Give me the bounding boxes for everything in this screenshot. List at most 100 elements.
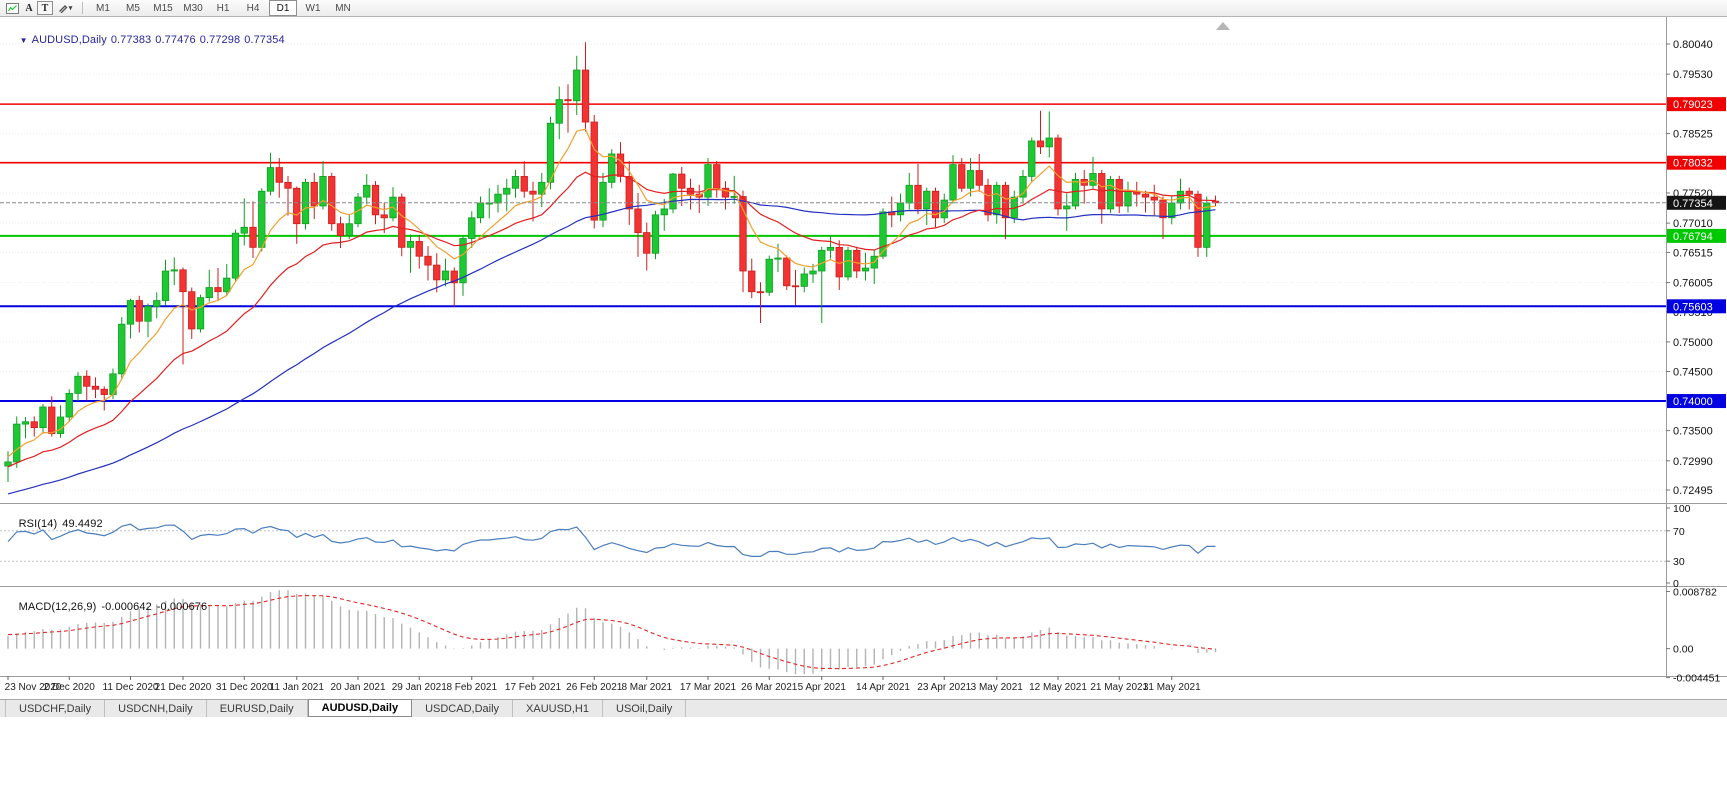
symbol-dropdown-icon[interactable]: ▼ (19, 36, 28, 45)
svg-text:12 May 2021: 12 May 2021 (1029, 682, 1087, 693)
svg-text:8 Feb 2021: 8 Feb 2021 (446, 682, 497, 693)
svg-text:0.76794: 0.76794 (1673, 231, 1713, 243)
svg-text:0.76515: 0.76515 (1673, 247, 1713, 259)
tab-usdcnh-daily[interactable]: USDCNH,Daily (105, 700, 207, 717)
svg-text:3 May 2021: 3 May 2021 (971, 682, 1024, 693)
svg-text:30: 30 (1673, 556, 1685, 568)
ohlc-high: 0.77476 (155, 34, 196, 46)
price-scale[interactable]: 0.800400.795300.785250.775200.770100.765… (1666, 39, 1726, 685)
ma-ema-21 (7, 171, 1216, 468)
timeframe-h4[interactable]: H4 (246, 2, 260, 14)
svg-text:17 Feb 2021: 17 Feb 2021 (505, 682, 562, 693)
svg-text:0.72990: 0.72990 (1673, 456, 1713, 468)
symbol-label: AUDUSD,Daily (31, 34, 107, 46)
svg-text:26 Mar 2021: 26 Mar 2021 (741, 682, 798, 693)
macd-panel (7, 590, 1217, 675)
price-badge (1667, 97, 1726, 112)
price-badge (1667, 155, 1726, 170)
timeframe-d1[interactable]: D1 (269, 0, 297, 16)
timeframe-h1[interactable]: H1 (216, 2, 230, 14)
svg-text:29 Jan 2021: 29 Jan 2021 (392, 682, 447, 693)
timeframe-m15[interactable]: M15 (153, 2, 173, 14)
chevron-down-icon: ▾ (68, 4, 73, 12)
timeframe-m1[interactable]: M1 (96, 2, 110, 14)
rsi-panel-header: RSI(14) 49.4492 (6, 506, 108, 542)
top-toolbar: A T ▾ M1 M5 M15 M30 H1 H4 D1 W1 MN (0, 0, 1727, 17)
svg-text:8 Mar 2021: 8 Mar 2021 (621, 682, 672, 693)
price-badge (1667, 299, 1726, 314)
svg-text:0.77354: 0.77354 (1673, 198, 1713, 210)
svg-text:0: 0 (1673, 578, 1679, 590)
chart-tabs-bar: USDCHF,Daily USDCNH,Daily EURUSD,Daily AUDU… (0, 699, 1727, 717)
ohlc-close: 0.77354 (244, 34, 285, 46)
rsi-line (7, 523, 1216, 558)
tab-usdchf-daily[interactable]: USDCHF,Daily (5, 700, 106, 717)
svg-text:0.75000: 0.75000 (1673, 337, 1713, 349)
ma-ema-8 (7, 128, 1216, 458)
chart-area: 0.80040 0.79530 0.78525 0.77520 0.77010 0.765… (0, 17, 1727, 699)
svg-text:70: 70 (1673, 526, 1685, 538)
macd-signal-line (7, 594, 1216, 670)
svg-text:0.72495: 0.72495 (1673, 485, 1713, 497)
level-lines[interactable] (0, 103, 1666, 403)
rsi-label: RSI(14) (18, 518, 58, 530)
svg-text:0.80040: 0.80040 (1673, 39, 1713, 51)
cursor-tool-button[interactable]: A (21, 1, 37, 15)
tab-xauusd-h1[interactable]: XAUUSD,H1 (513, 700, 603, 717)
svg-text:2 Dec 2020: 2 Dec 2020 (44, 682, 96, 693)
svg-text:23 Nov 2020: 23 Nov 2020 (5, 682, 62, 693)
svg-text:26 Feb 2021: 26 Feb 2021 (566, 682, 623, 693)
svg-text:0.74500: 0.74500 (1673, 366, 1713, 378)
ma-sma-50 (7, 198, 1216, 495)
rsi-value: 49.4492 (62, 518, 103, 530)
price-badge (1667, 228, 1726, 243)
candles-layer (4, 42, 1220, 483)
timeframe-w1[interactable]: W1 (305, 2, 321, 14)
svg-text:0.73500: 0.73500 (1673, 426, 1713, 438)
svg-text:11 Dec 2020: 11 Dec 2020 (103, 682, 159, 693)
timeframe-buttons: M1 M5 M15 M30 H1 H4 D1 W1 MN (88, 0, 358, 16)
tab-usdcad-daily[interactable]: USDCAD,Daily (412, 700, 514, 717)
svg-text:0.74000: 0.74000 (1673, 396, 1713, 408)
svg-text:21 May 2021: 21 May 2021 (1090, 682, 1148, 693)
svg-text:-0.004451: -0.004451 (1673, 673, 1720, 685)
svg-text:0.78525: 0.78525 (1673, 129, 1713, 141)
text-tool-button[interactable]: T (37, 1, 53, 15)
chart-window-icon[interactable] (4, 1, 21, 15)
svg-text:0.78032: 0.78032 (1673, 158, 1713, 170)
macd-panel-header: MACD(12,26,9) -0.000642 -0.000676 (6, 589, 212, 625)
svg-text:0.76005: 0.76005 (1673, 278, 1713, 290)
macd-label: MACD(12,26,9) (18, 601, 97, 613)
price-badge (1667, 195, 1726, 210)
svg-text:17 Mar 2021: 17 Mar 2021 (680, 682, 737, 693)
svg-text:0.79530: 0.79530 (1673, 69, 1713, 81)
svg-text:20 Jan 2021: 20 Jan 2021 (330, 682, 385, 693)
tab-audusd-daily[interactable]: AUDUSD,Daily (307, 699, 413, 717)
pencil-icon (58, 5, 68, 13)
chart-shift-marker[interactable] (1216, 22, 1230, 30)
svg-text:100: 100 (1673, 503, 1691, 515)
macd-main-value: -0.000642 (101, 601, 152, 613)
svg-text:0.00: 0.00 (1673, 644, 1694, 656)
svg-text:23 Apr 2021: 23 Apr 2021 (917, 682, 971, 693)
svg-text:0.75603: 0.75603 (1673, 301, 1713, 313)
ohlc-open: 0.77383 (110, 34, 152, 46)
chart-window-glyph (6, 2, 19, 14)
macd-signal-value: -0.000676 (156, 601, 208, 613)
tab-usoil-daily[interactable]: USOil,Daily (603, 700, 687, 717)
tab-eurusd-daily[interactable]: EURUSD,Daily (207, 700, 308, 717)
ohlc-low: 0.77298 (199, 34, 241, 46)
chart-ohlc-header: ▼ AUDUSD,Daily 0.77383 0.77476 0.77298 0.7735… (7, 22, 289, 58)
timeframe-mn[interactable]: MN (335, 2, 351, 14)
timeframe-m5[interactable]: M5 (126, 2, 140, 14)
draw-tool-button[interactable]: ▾ (53, 0, 77, 16)
rsi-panel (0, 523, 1666, 562)
svg-text:5 Apr 2021: 5 Apr 2021 (798, 682, 847, 693)
toolbar-separator (82, 2, 83, 14)
svg-text:0.77010: 0.77010 (1673, 218, 1713, 230)
svg-text:31 May 2021: 31 May 2021 (1143, 682, 1201, 693)
price-chart[interactable]: 0.800400.795300.785250.775200.770100.765… (0, 17, 1727, 699)
timeframe-m30[interactable]: M30 (183, 2, 203, 14)
svg-text:0.008782: 0.008782 (1673, 586, 1717, 598)
